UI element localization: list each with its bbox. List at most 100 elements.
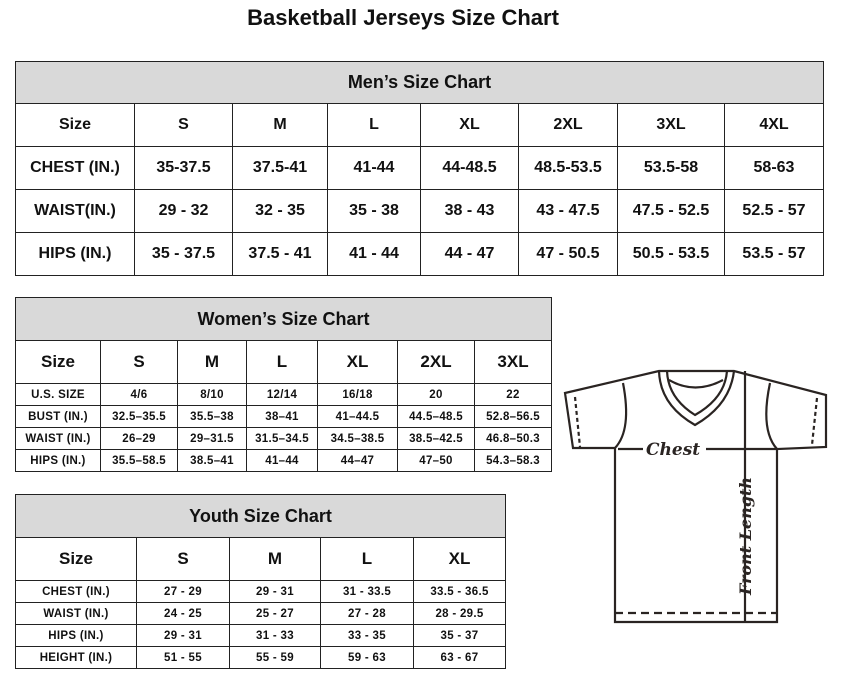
table-cell: 12/14 (246, 383, 318, 406)
table-cell: 31 - 33.5 (320, 580, 414, 603)
table-row: WAIST(IN.) 29 - 32 32 - 35 35 - 38 38 - 43 43… (15, 189, 824, 233)
column-header: Size (15, 340, 101, 384)
column-header: M (177, 340, 247, 384)
table-cell: 41-44 (327, 146, 421, 190)
table-cell: 38–41 (246, 405, 318, 428)
row-label: WAIST (IN.) (15, 602, 137, 625)
table-cell: 44.5–48.5 (397, 405, 475, 428)
table-cell: 44–47 (317, 449, 398, 472)
mens-size-table: Men’s Size Chart Size S M L XL 2XL 3XL 4XL CHEST … (15, 61, 824, 276)
table-cell: 8/10 (177, 383, 247, 406)
row-label: HIPS (IN.) (15, 624, 137, 647)
table-cell: 20 (397, 383, 475, 406)
table-cell: 35 - 37.5 (134, 232, 233, 276)
table-cell: 38.5–41 (177, 449, 247, 472)
table-cell: 41 - 44 (327, 232, 421, 276)
row-label: HEIGHT (IN.) (15, 646, 137, 669)
table-cell: 33.5 - 36.5 (412, 580, 507, 603)
jersey-diagram: Chest Front Length (563, 369, 828, 624)
table-cell: 37.5-41 (232, 146, 328, 190)
table-cell: 52.5 - 57 (724, 189, 824, 233)
table-cell: 59 - 63 (320, 646, 414, 669)
table-row: CHEST (IN.) 27 - 29 29 - 31 31 - 33.5 33.5 -… (15, 580, 507, 603)
table-cell: 31.5–34.5 (246, 427, 318, 450)
table-cell: 27 - 29 (136, 580, 230, 603)
table-cell: 27 - 28 (320, 602, 414, 625)
column-header: XL (412, 537, 507, 581)
table-cell: 35 - 37 (412, 624, 507, 647)
table-cell: 25 - 27 (229, 602, 321, 625)
table-row: HIPS (IN.) 35 - 37.5 37.5 - 41 41 - 44 44 - … (15, 232, 824, 276)
table-cell: 53.5 - 57 (724, 232, 824, 276)
row-label: WAIST (IN.) (15, 427, 101, 450)
column-header: 2XL (518, 103, 618, 147)
table-row: U.S. SIZE 4/6 8/10 12/14 16/18 20 22 (15, 383, 553, 406)
column-header: L (320, 537, 414, 581)
row-label: BUST (IN.) (15, 405, 101, 428)
shirt-outline (563, 369, 828, 624)
table-cell: 38 - 43 (420, 189, 519, 233)
table-row: WAIST (IN.) 26–29 29–31.5 31.5–34.5 34.5–38.… (15, 427, 553, 450)
column-header: 3XL (617, 103, 725, 147)
table-cell: 44-48.5 (420, 146, 519, 190)
column-header: S (136, 537, 230, 581)
size-header-row: Size S M L XL 2XL 3XL (15, 340, 553, 384)
table-cell: 41–44.5 (317, 405, 398, 428)
table-cell: 47–50 (397, 449, 475, 472)
column-header: L (246, 340, 318, 384)
row-label: CHEST (IN.) (15, 146, 135, 190)
row-label: CHEST (IN.) (15, 580, 137, 603)
table-cell: 48.5-53.5 (518, 146, 618, 190)
table-cell: 38.5–42.5 (397, 427, 475, 450)
table-cell: 54.3–58.3 (473, 449, 553, 472)
table-cell: 29–31.5 (177, 427, 247, 450)
womens-size-table: Women’s Size Chart Size S M L XL 2XL 3XL U.S. SI… (14, 297, 553, 472)
row-label: WAIST(IN.) (15, 189, 135, 233)
column-header: XL (420, 103, 519, 147)
table-cell: 35-37.5 (134, 146, 233, 190)
column-header: 4XL (724, 103, 824, 147)
table-cell: 35 - 38 (327, 189, 421, 233)
table-heading: Youth Size Chart (14, 494, 507, 538)
row-label: HIPS (IN.) (15, 232, 135, 276)
table-cell: 22 (473, 383, 553, 406)
table-cell: 34.5–38.5 (317, 427, 398, 450)
table-heading: Women’s Size Chart (14, 297, 553, 341)
table-cell: 32.5–35.5 (100, 405, 178, 428)
table-cell: 28 - 29.5 (412, 602, 507, 625)
column-header: Size (15, 537, 137, 581)
table-cell: 24 - 25 (136, 602, 230, 625)
column-header: 2XL (397, 340, 475, 384)
table-cell: 52.8–56.5 (473, 405, 553, 428)
table-cell: 43 - 47.5 (518, 189, 618, 233)
table-cell: 16/18 (317, 383, 398, 406)
table-cell: 35.5–58.5 (100, 449, 178, 472)
table-row: HIPS (IN.) 29 - 31 31 - 33 33 - 35 35 - 37 (15, 624, 507, 647)
column-header: M (229, 537, 321, 581)
column-header: XL (317, 340, 398, 384)
page-title: Basketball Jerseys Size Chart (247, 5, 559, 30)
column-header: 3XL (473, 340, 553, 384)
row-label: HIPS (IN.) (15, 449, 101, 472)
column-header: S (100, 340, 178, 384)
table-cell: 32 - 35 (232, 189, 328, 233)
youth-size-table: Youth Size Chart Size S M L XL CHEST (IN.) 27 -… (14, 494, 507, 669)
size-header-row: Size S M L XL (15, 537, 507, 581)
table-cell: 31 - 33 (229, 624, 321, 647)
front-length-label: Front Length (736, 477, 755, 596)
column-header: M (232, 103, 328, 147)
table-cell: 29 - 32 (134, 189, 233, 233)
row-label: U.S. SIZE (15, 383, 101, 406)
table-cell: 4/6 (100, 383, 178, 406)
table-cell: 55 - 59 (229, 646, 321, 669)
table-cell: 63 - 67 (412, 646, 507, 669)
table-row: HIPS (IN.) 35.5–58.5 38.5–41 41–44 44–47 47–5… (15, 449, 553, 472)
table-cell: 58-63 (724, 146, 824, 190)
column-header: Size (15, 103, 135, 147)
table-cell: 37.5 - 41 (232, 232, 328, 276)
table-cell: 33 - 35 (320, 624, 414, 647)
chest-label: Chest (646, 440, 700, 460)
column-header: L (327, 103, 421, 147)
table-cell: 29 - 31 (136, 624, 230, 647)
table-cell: 29 - 31 (229, 580, 321, 603)
